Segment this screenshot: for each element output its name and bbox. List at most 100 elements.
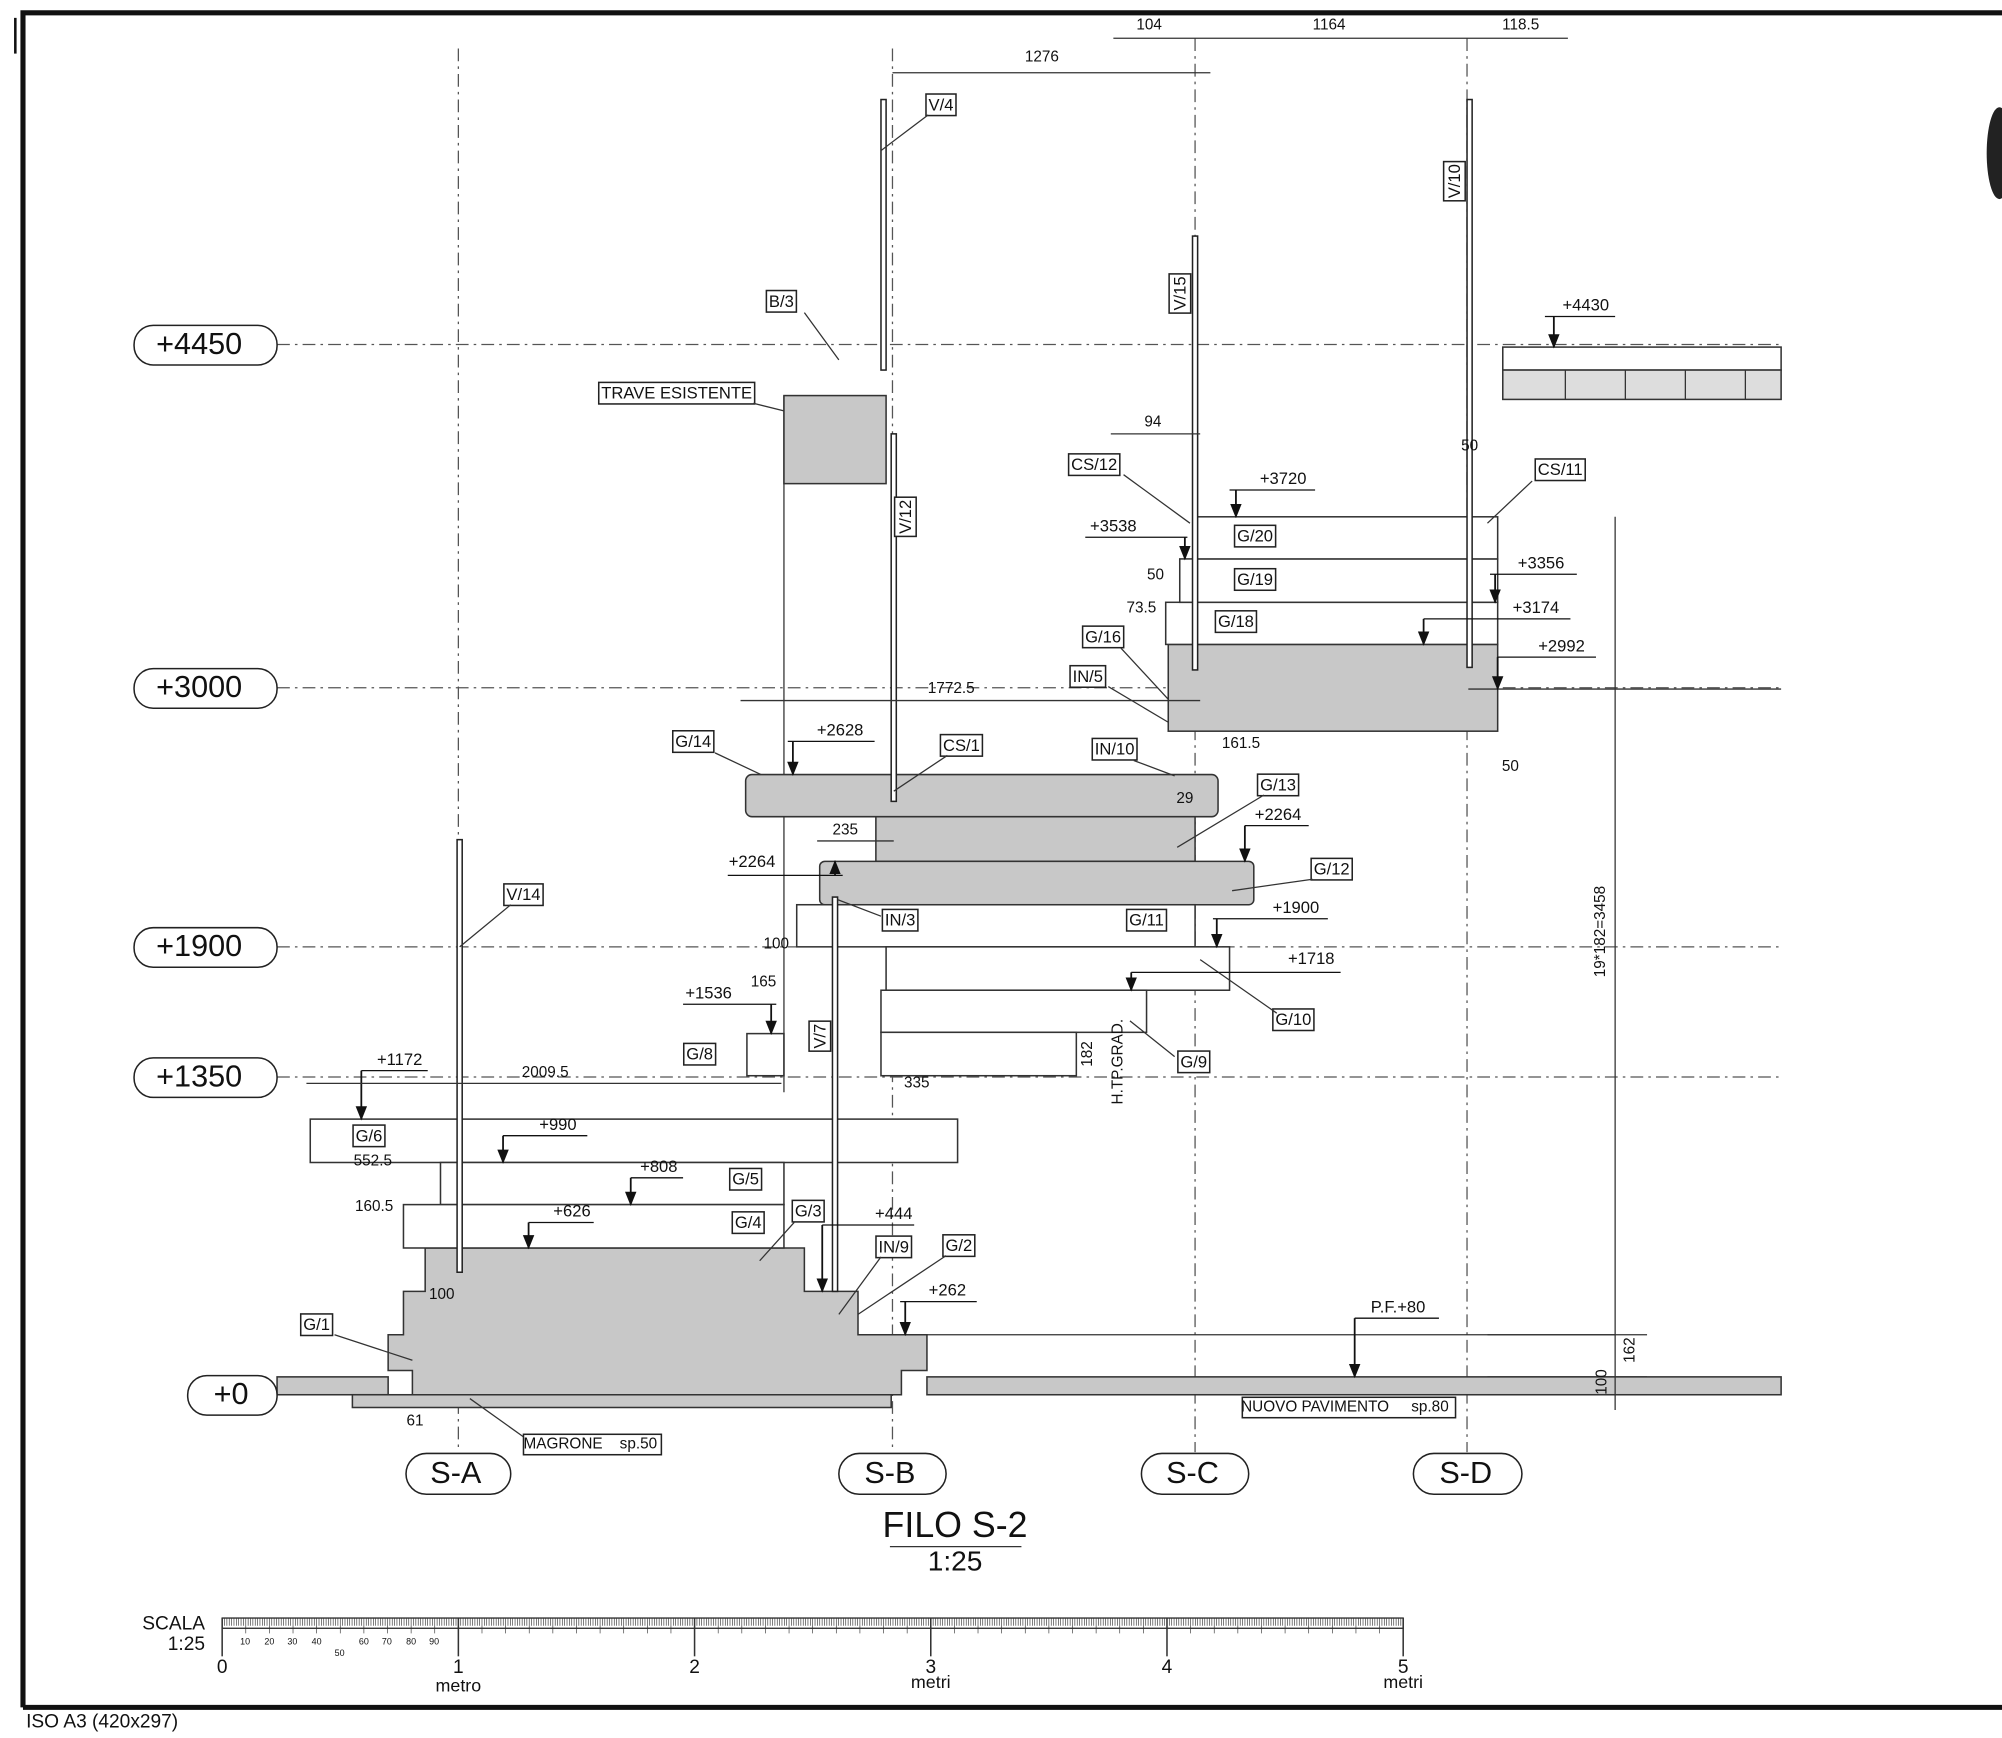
tag: G/10 bbox=[1275, 1010, 1311, 1029]
floor-slab bbox=[276, 1376, 389, 1396]
tag-box bbox=[1177, 1050, 1211, 1074]
note: MAGRONE bbox=[524, 1436, 603, 1453]
scale-bar-major: 3 bbox=[925, 1657, 936, 1678]
note: NUOVO PAVIMENTO bbox=[1241, 1399, 1389, 1416]
elevation: +3538 bbox=[1090, 516, 1137, 535]
dimension: 73.5 bbox=[1127, 600, 1157, 617]
tag-box bbox=[1214, 610, 1258, 634]
tag: CS/11 bbox=[1538, 460, 1583, 479]
elevation: +2264 bbox=[729, 852, 776, 871]
tag-box bbox=[1310, 857, 1353, 881]
axis-bubble bbox=[838, 1452, 947, 1496]
tag: V/14 bbox=[506, 885, 540, 904]
tag: G/11 bbox=[1129, 911, 1164, 930]
landing bbox=[1167, 643, 1499, 732]
level-bubble bbox=[133, 1057, 278, 1099]
axis-label: S-D bbox=[1439, 1456, 1492, 1490]
level-label: +1350 bbox=[156, 1059, 242, 1093]
floor-slab bbox=[926, 1376, 1782, 1396]
tread bbox=[744, 773, 1219, 818]
scale-bar-minor: 10 bbox=[240, 1637, 250, 1647]
axis-label: S-B bbox=[864, 1456, 915, 1490]
existing-beam bbox=[783, 394, 887, 485]
elevation: +1900 bbox=[1273, 898, 1320, 917]
tree-symbol bbox=[1986, 107, 2002, 200]
level-label: +4450 bbox=[156, 327, 242, 361]
structure bbox=[276, 98, 1782, 1411]
scale-bar-ratio: 1:25 bbox=[168, 1634, 205, 1655]
tag-box bbox=[1091, 737, 1138, 761]
scale-bar-unit: metro bbox=[436, 1676, 482, 1696]
tag: G/3 bbox=[795, 1202, 822, 1221]
dimension: 50 bbox=[1461, 438, 1478, 455]
tag-box bbox=[1272, 1008, 1315, 1032]
dimension: 100 bbox=[1593, 1369, 1610, 1395]
axes: S-A S-B S-C S-D bbox=[405, 1452, 1523, 1496]
elevation: +3356 bbox=[1518, 553, 1565, 572]
scale: 1:25 bbox=[928, 1546, 983, 1577]
tag: V/12 bbox=[896, 500, 915, 534]
slab bbox=[1502, 346, 1782, 371]
railing-post bbox=[890, 433, 898, 803]
scale-bar-major: 1 bbox=[453, 1657, 464, 1678]
tags: V/4 B/3 TRAVE ESISTENTE V/12 V/15 V/10 C… bbox=[299, 93, 1586, 1337]
dimension: 50 bbox=[1147, 567, 1164, 584]
dimension: 182 bbox=[1079, 1041, 1096, 1067]
elevation: +990 bbox=[539, 1115, 576, 1134]
tag-box bbox=[1233, 524, 1277, 548]
tag-box bbox=[939, 733, 984, 757]
level-label: +1900 bbox=[156, 929, 242, 963]
elevation: +3174 bbox=[1513, 598, 1560, 617]
tread bbox=[880, 1031, 1078, 1077]
tag-box bbox=[671, 730, 715, 754]
tread bbox=[880, 989, 1148, 1034]
block-joints bbox=[1564, 370, 1747, 400]
tag: G/18 bbox=[1218, 612, 1254, 631]
slab-blocks bbox=[1502, 369, 1782, 401]
landing bbox=[875, 815, 1196, 863]
tag-box bbox=[1233, 567, 1277, 592]
dimension: 165 bbox=[751, 974, 777, 991]
tag: G/14 bbox=[675, 732, 711, 751]
levels: +4450 +3000 +1900 +1350 +0 bbox=[133, 324, 278, 1416]
tag: TRAVE ESISTENTE bbox=[601, 384, 752, 403]
tag-box bbox=[682, 1042, 717, 1066]
tag: G/12 bbox=[1314, 860, 1350, 879]
tag-box bbox=[1067, 453, 1121, 477]
tag: G/16 bbox=[1085, 627, 1121, 646]
tag-box bbox=[597, 381, 756, 405]
dimension: 29 bbox=[1176, 790, 1193, 807]
level-bubble bbox=[186, 1374, 278, 1416]
tag: V/4 bbox=[929, 95, 954, 114]
tag-box bbox=[1534, 458, 1586, 482]
dimension: 162 bbox=[1621, 1337, 1638, 1363]
tread bbox=[885, 946, 1231, 991]
dimension-line bbox=[1468, 516, 1782, 1411]
tag-box bbox=[925, 93, 957, 117]
notes: MAGRONE sp.50 NUOVO PAVIMENTO sp.80 bbox=[469, 1396, 1457, 1456]
scale-bar-minor: 80 bbox=[406, 1637, 416, 1647]
elevation: +2264 bbox=[1255, 805, 1302, 824]
tag-box bbox=[881, 908, 919, 932]
sheet-format: ISO A3 (420x297) bbox=[26, 1712, 178, 1733]
tag-box bbox=[893, 496, 917, 538]
scale-bar-unit: metri bbox=[1383, 1672, 1423, 1692]
tag-box bbox=[1125, 908, 1168, 932]
tag-box bbox=[503, 883, 544, 907]
dimension: 1772.5 bbox=[928, 680, 975, 697]
stair-base bbox=[387, 1247, 928, 1396]
tag-box bbox=[942, 1234, 976, 1258]
level-label: +3000 bbox=[156, 670, 242, 704]
dimension-line bbox=[306, 37, 1568, 1085]
elevation: +626 bbox=[553, 1202, 590, 1221]
elevation: +1718 bbox=[1288, 949, 1335, 968]
dimension: 100 bbox=[764, 935, 790, 952]
tag: V/7 bbox=[810, 1024, 829, 1049]
axis-label: S-A bbox=[430, 1456, 482, 1490]
scale-bar-major: 2 bbox=[689, 1657, 700, 1678]
note: sp.80 bbox=[1411, 1399, 1448, 1416]
railing-post bbox=[1466, 98, 1473, 669]
tag: G/2 bbox=[945, 1236, 972, 1255]
